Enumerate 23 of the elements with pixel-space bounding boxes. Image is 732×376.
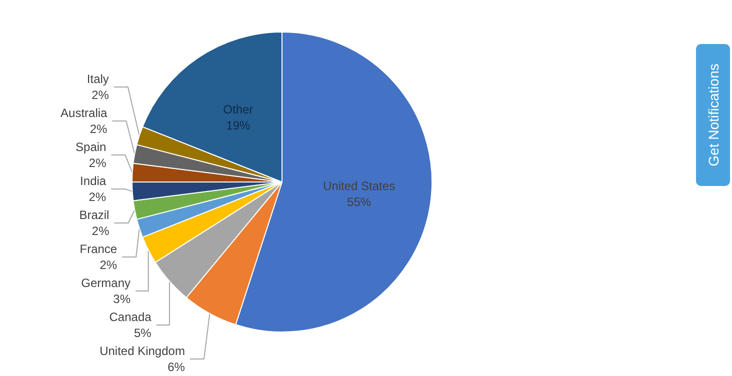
- slice-label: United Kingdom: [100, 344, 185, 358]
- slice-label: Canada: [109, 310, 152, 324]
- slice-label: United States: [323, 179, 396, 194]
- data-label: 19%: [226, 118, 250, 132]
- data-label: 6%: [168, 360, 186, 374]
- data-label: 5%: [134, 326, 152, 340]
- data-label: 2%: [92, 88, 110, 102]
- slice-label: Australia: [60, 106, 108, 120]
- slice-label: Spain: [76, 140, 106, 154]
- data-label: 55%: [347, 195, 372, 210]
- slice-label: India: [80, 174, 106, 188]
- slice-label: France: [80, 242, 118, 256]
- data-label: 2%: [100, 258, 118, 272]
- slice-label: Germany: [81, 276, 130, 290]
- data-label: 2%: [88, 156, 107, 170]
- data-label: 2%: [90, 122, 108, 136]
- slice-label: Other: [223, 102, 254, 116]
- slice-label: Italy: [86, 72, 109, 86]
- data-label: 3%: [113, 292, 131, 306]
- slice-label: Brazil: [79, 208, 110, 222]
- data-label: 2%: [92, 224, 110, 238]
- notifications-button: Get Notifications: [696, 44, 730, 186]
- data-label: 2%: [88, 190, 106, 204]
